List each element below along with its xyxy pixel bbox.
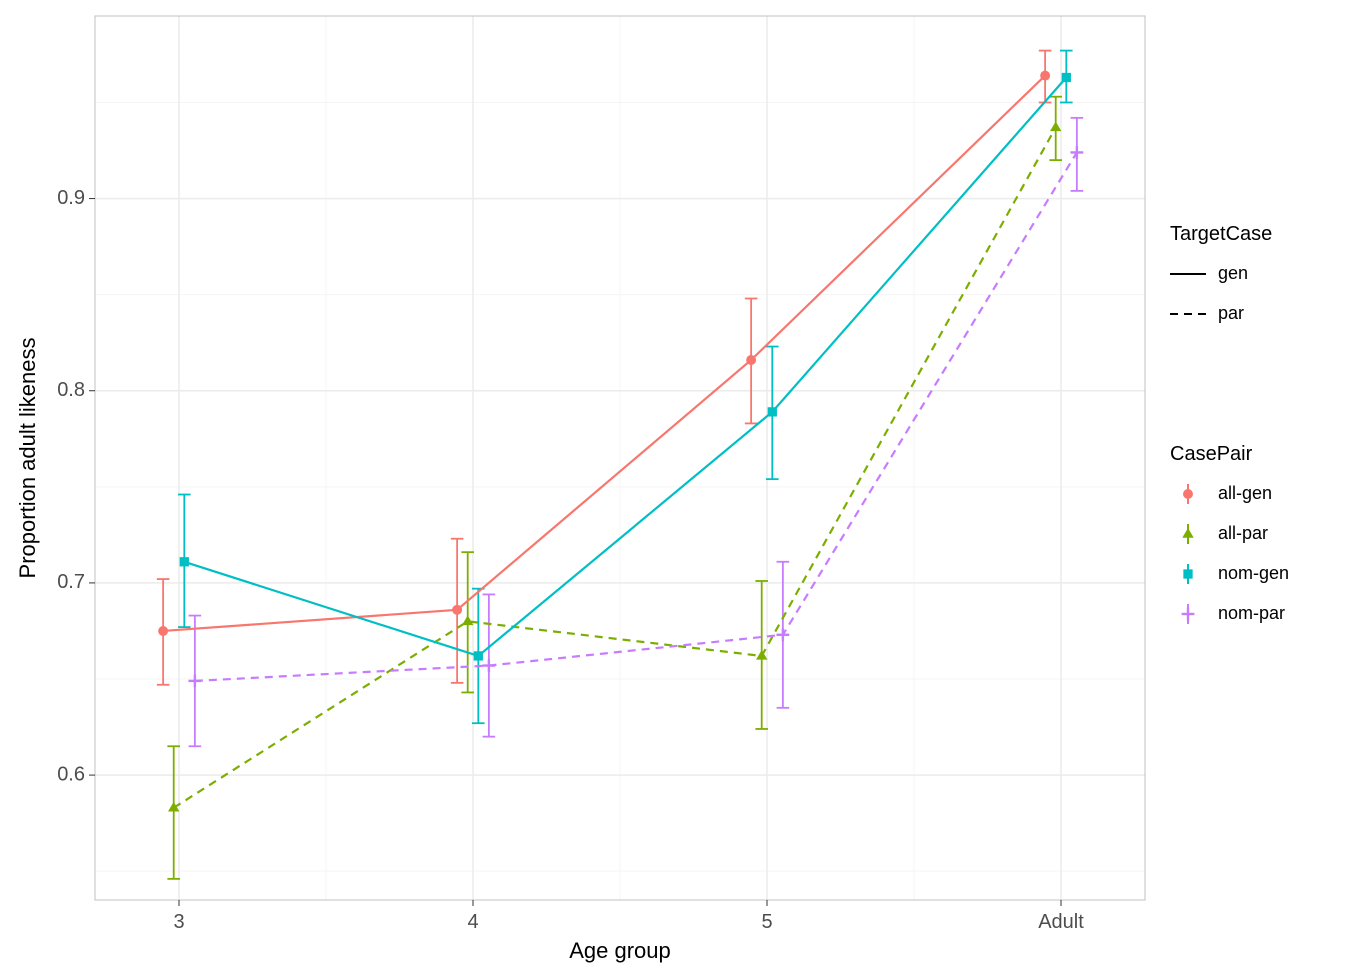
legend: TargetCase gen par CasePair all-gen all-par no… — [1170, 223, 1289, 624]
x-tick-label: 3 — [173, 911, 184, 933]
y-tick-label: 0.9 — [57, 187, 85, 209]
x-tick-label: 5 — [761, 911, 772, 933]
chart-root: 0.6 0.7 0.8 0.9 3 4 5 Adult Age group Proportion … — [0, 0, 1359, 976]
x-axis-title: Age group — [569, 938, 671, 963]
chart-svg: 0.6 0.7 0.8 0.9 3 4 5 Adult Age group Proportion … — [0, 0, 1359, 976]
legend-item-par: par — [1218, 303, 1244, 323]
y-tick-label: 0.7 — [57, 571, 85, 593]
x-tick-label: Adult — [1038, 911, 1084, 933]
legend-title-targetcase: TargetCase — [1170, 223, 1272, 245]
legend-item-gen: gen — [1218, 263, 1248, 283]
legend-item-all-par: all-par — [1218, 523, 1268, 543]
x-tick-label: 4 — [467, 911, 478, 933]
y-tick-label: 0.6 — [57, 763, 85, 785]
y-tick-label: 0.8 — [57, 379, 85, 401]
y-axis-title: Proportion adult likeness — [15, 338, 40, 579]
legend-item-nom-gen: nom-gen — [1218, 563, 1289, 583]
legend-item-all-gen: all-gen — [1218, 483, 1272, 503]
legend-item-nom-par: nom-par — [1218, 603, 1285, 623]
legend-title-casepair: CasePair — [1170, 443, 1253, 465]
